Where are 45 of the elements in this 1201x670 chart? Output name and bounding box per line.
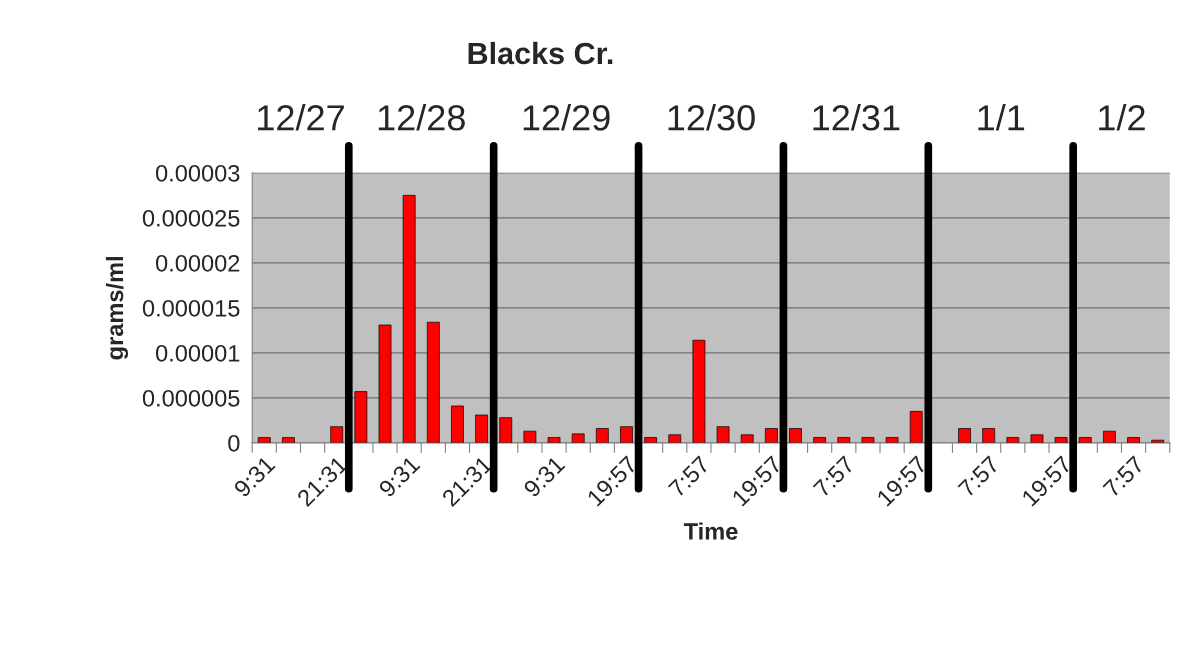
bar [1030,434,1044,443]
bar [571,433,585,443]
chart-title: Blacks Cr. [468,41,613,65]
bar [982,428,996,443]
bar [620,426,633,443]
bar [451,405,464,443]
bar [595,428,609,443]
x-tick-label: 9:31 [233,455,276,498]
y-tick-label: 0.000015 [142,299,240,317]
bar [378,324,392,443]
bar [1103,430,1116,443]
bar [789,428,802,443]
bar [1006,437,1020,443]
y-tick-label: 0.000025 [142,209,240,227]
bar [885,437,899,443]
y-tick-label: 0.00001 [155,344,240,362]
y-tick-label: 0.00003 [155,164,240,182]
bar [764,428,778,443]
x-tick-label: 9:31 [377,455,421,498]
bar [547,437,561,443]
x-tick-label: 9:31 [522,455,566,498]
text: 12/28 [378,104,465,131]
y-tick-label: 0.00002 [155,254,240,272]
x-axis-title: Time [683,522,738,540]
y-axis-title: grams/ml [105,257,129,360]
bar [861,437,875,443]
bar [668,434,682,443]
bar [475,414,488,443]
bar [402,195,416,443]
bar [716,426,730,443]
text: 12/30 [668,104,755,131]
bar [740,434,754,443]
bar [523,430,537,443]
bar [330,426,344,443]
bar [692,339,706,443]
bar [499,417,513,443]
text: 12/31 [813,104,900,131]
text: 1/2 [1099,104,1145,131]
bar [958,428,971,443]
bar [426,321,440,443]
text: 12/29 [523,104,610,131]
text: 1/1 [978,104,1025,131]
y-tick-label: 0.000005 [142,389,240,407]
text: 12/27 [258,104,344,131]
y-tick-label: 0 [228,434,240,452]
